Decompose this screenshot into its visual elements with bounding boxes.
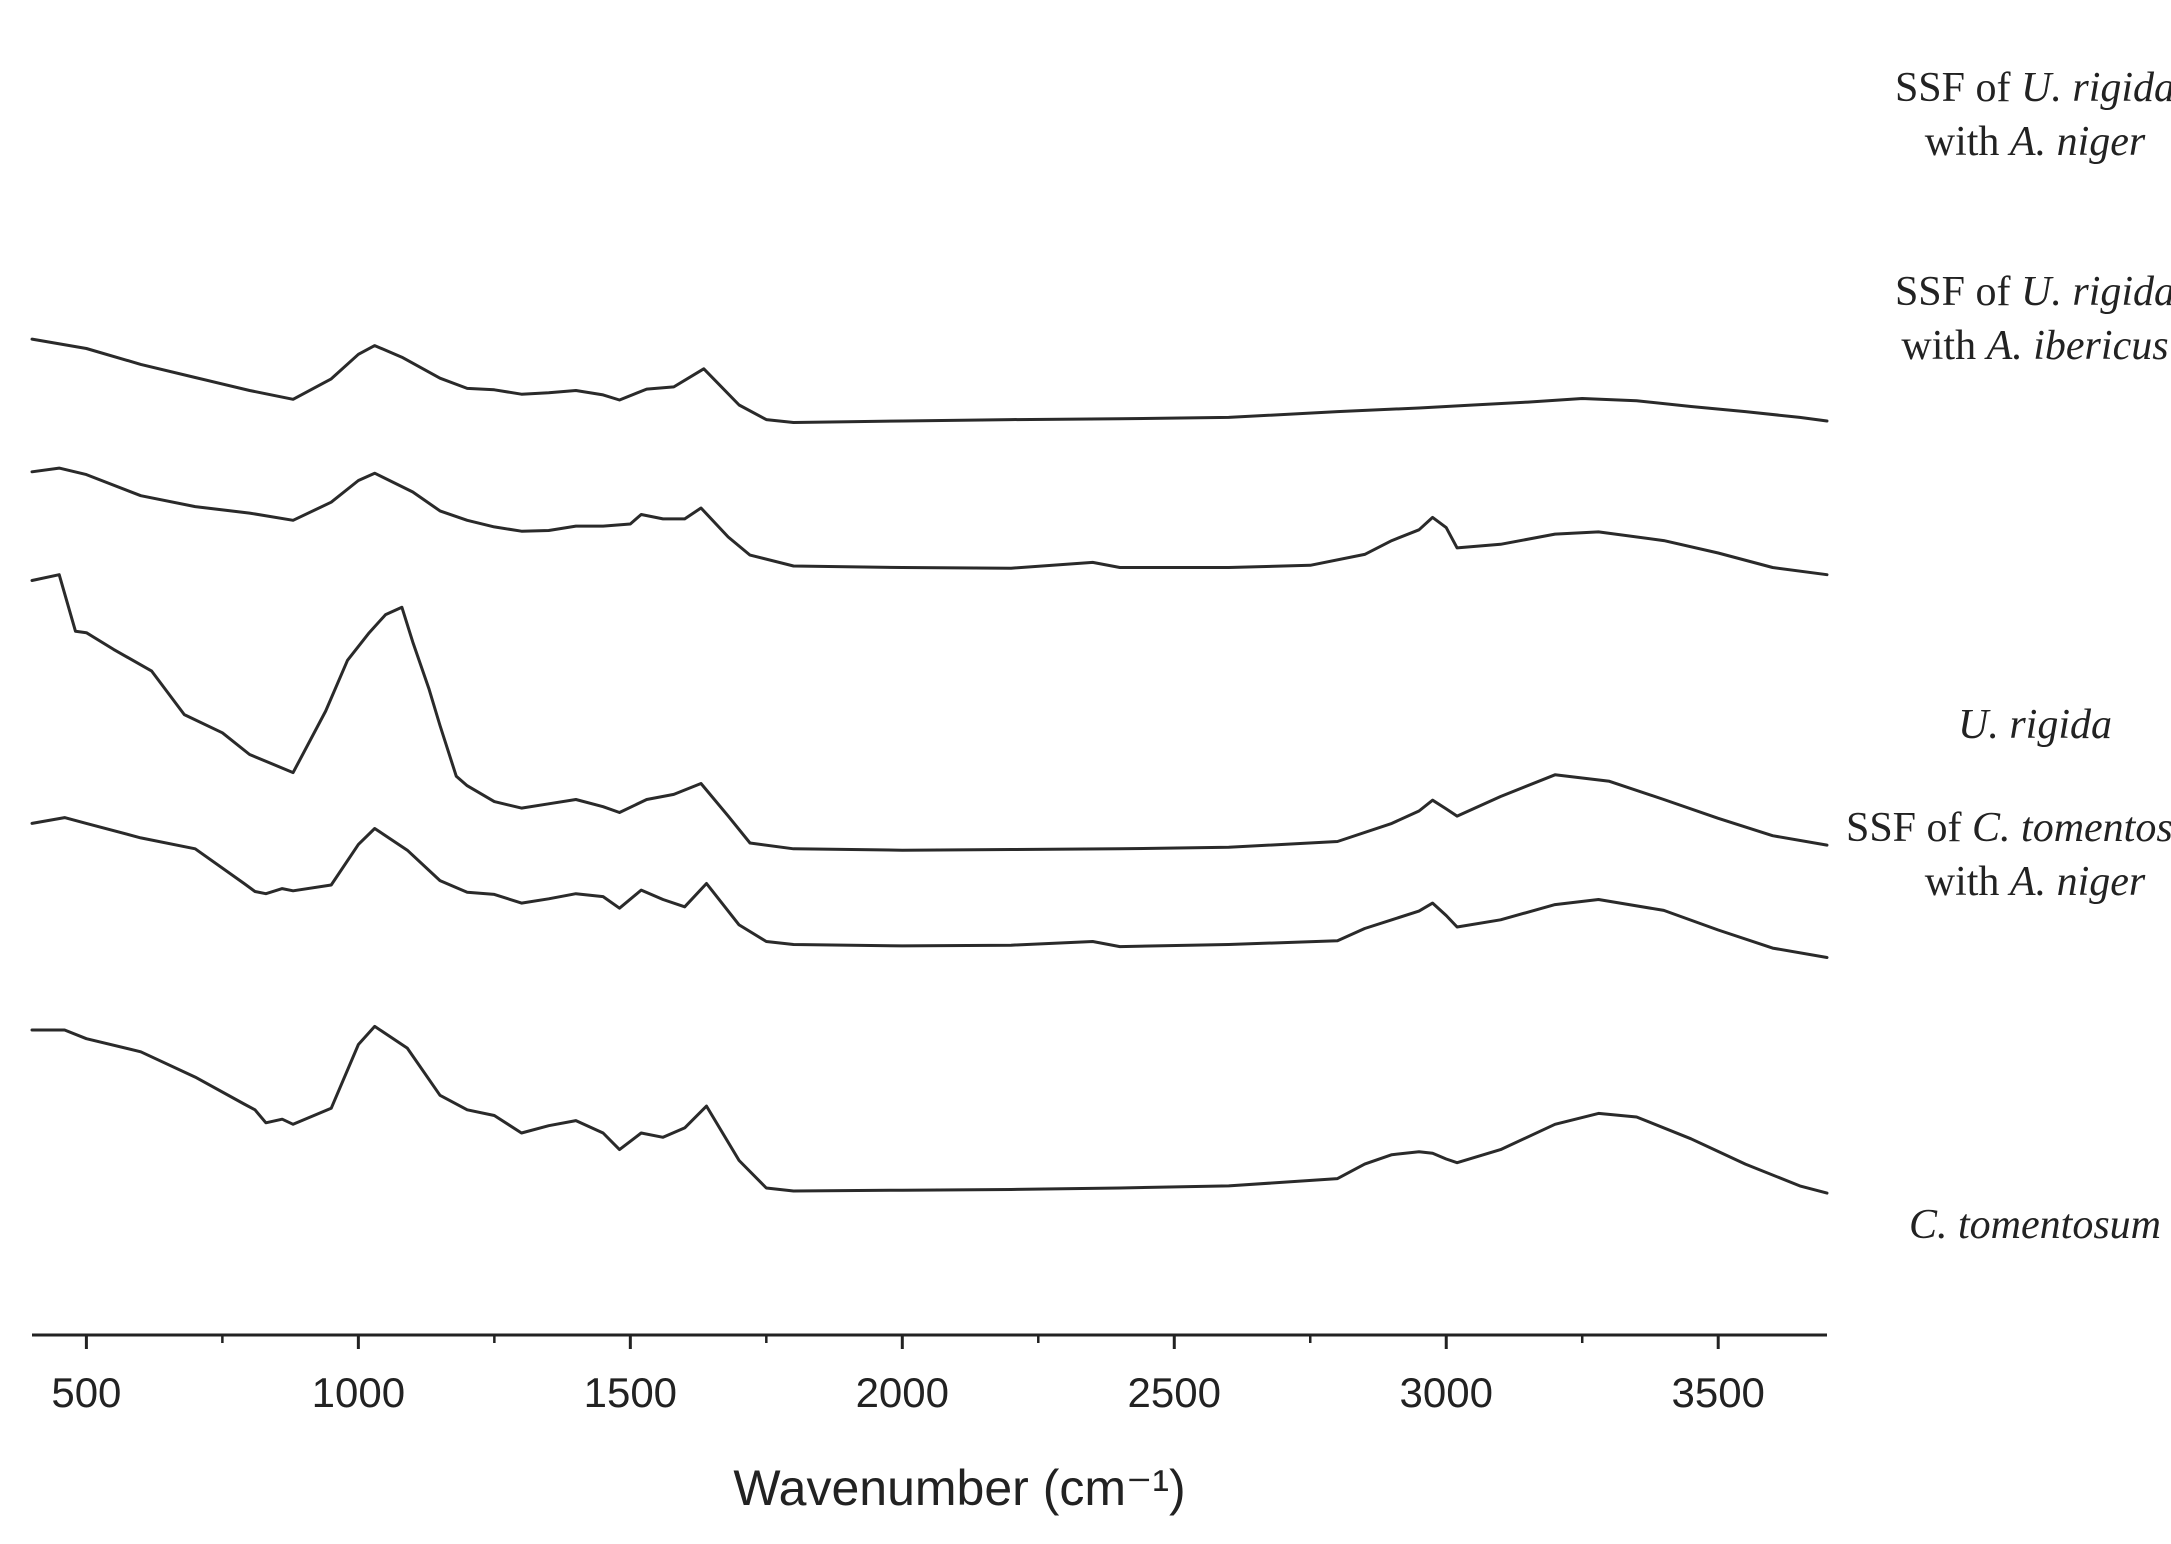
series-layer bbox=[30, 337, 1829, 1195]
series-label-2: SSF of U. rigida with A. ibericus bbox=[1895, 269, 2171, 369]
x-tick-label: 500 bbox=[51, 1369, 121, 1416]
x-tick-label: 2000 bbox=[856, 1369, 949, 1416]
series-label-1: SSF of U. rigida with A. niger bbox=[1895, 65, 2171, 165]
series-label-3: U. rigida bbox=[1958, 702, 2112, 748]
x-tick-label: 1000 bbox=[312, 1369, 405, 1416]
x-axis-ticks: 500 1000 1500 2000 2500 3000 3500 bbox=[51, 1335, 1765, 1416]
x-axis: 500 1000 1500 2000 2500 3000 3500 bbox=[32, 1333, 1827, 1416]
series-label-4: SSF of C. tomentosumwith A. niger bbox=[1846, 805, 2171, 905]
x-tick-label: 2500 bbox=[1128, 1369, 1221, 1416]
spectrum-line-5 bbox=[30, 1024, 1829, 1195]
series-label-5: C. tomentosum bbox=[1909, 1202, 2161, 1248]
spectrum-line-1 bbox=[30, 337, 1829, 424]
spectrum-line-3 bbox=[30, 573, 1829, 852]
x-tick-label: 1500 bbox=[584, 1369, 677, 1416]
series-labels: SSF of U. rigida with A. niger SSF of U. r… bbox=[1846, 65, 2171, 1248]
x-tick-label: 3000 bbox=[1400, 1369, 1493, 1416]
spectrum-line-4 bbox=[30, 816, 1829, 959]
x-axis-title: Wavenumber (cm⁻¹) bbox=[733, 1460, 1185, 1516]
spectrum-line-2 bbox=[30, 466, 1829, 577]
x-tick-label: 3500 bbox=[1671, 1369, 1764, 1416]
